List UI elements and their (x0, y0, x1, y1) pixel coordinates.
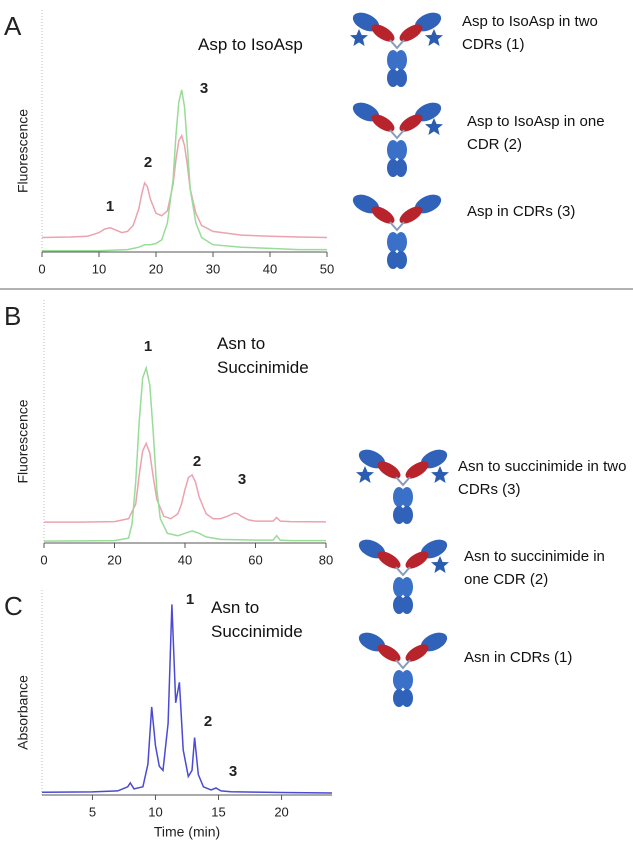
panel-title: Asn to Succinimide (217, 334, 309, 377)
peak-label: 3 (229, 763, 237, 780)
peak-label: 2 (193, 453, 201, 470)
x-tick-label: 5 (89, 804, 96, 819)
y-axis-label: Absorbance (15, 675, 31, 750)
panel-letter: B (4, 301, 21, 331)
antibody-icon (352, 8, 442, 88)
panel-title: Asp to IsoAsp (198, 35, 303, 54)
star-icon (431, 556, 449, 573)
x-tick-label: 10 (148, 804, 162, 819)
panel-letter: C (4, 591, 23, 621)
star-icon (350, 29, 368, 46)
trace (41, 604, 333, 794)
trace (41, 133, 328, 239)
peak-label: 3 (200, 80, 208, 97)
x-tick-label: 60 (248, 552, 262, 567)
y-axis-label: Fluorescence (15, 399, 31, 483)
x-tick-label: 20 (274, 804, 288, 819)
x-tick-label: 20 (107, 552, 121, 567)
x-tick-label: 0 (38, 261, 45, 276)
x-tick-label: 50 (320, 261, 334, 276)
x-tick-label: 80 (319, 552, 333, 567)
trace (42, 89, 327, 252)
peak-label: 3 (238, 471, 246, 488)
star-icon (431, 466, 449, 483)
x-tick-label: 20 (149, 261, 163, 276)
legend-text: Asp in CDRs (3) (467, 203, 576, 220)
x-tick-label: 15 (211, 804, 225, 819)
y-axis-label: Fluorescence (15, 109, 31, 193)
x-tick-label: 0 (40, 552, 47, 567)
peak-label: 1 (144, 338, 152, 355)
peak-label: 1 (106, 198, 114, 215)
legend-text: Asp to IsoAsp in two CDRs (1) (462, 13, 598, 53)
legend-text: Asn to succinimide in one CDR (2) (464, 548, 605, 588)
antibody-icon (358, 535, 448, 615)
trace (44, 441, 327, 523)
legend-text: Asn to succinimide in two CDRs (3) (458, 458, 627, 498)
star-icon (425, 29, 443, 46)
x-tick-label: 40 (263, 261, 277, 276)
x-tick-label: 40 (178, 552, 192, 567)
antibody-icon (352, 98, 442, 178)
panel-title: Asn to Succinimide (211, 598, 303, 641)
antibody-icon (358, 445, 448, 525)
antibody-icon (352, 190, 442, 270)
x-tick-label: 30 (206, 261, 220, 276)
x-tick-label: 10 (92, 261, 106, 276)
peak-label: 2 (204, 713, 212, 730)
legend-text: Asp to IsoAsp in one CDR (2) (467, 113, 605, 153)
antibody-icon (358, 628, 448, 708)
panel-letter: A (4, 11, 22, 41)
peak-label: 1 (186, 591, 194, 608)
trace (43, 365, 326, 542)
star-icon (356, 466, 374, 483)
x-axis-label: Time (min) (154, 824, 220, 840)
peak-label: 2 (144, 154, 152, 171)
legend-text: Asn in CDRs (1) (464, 649, 573, 666)
